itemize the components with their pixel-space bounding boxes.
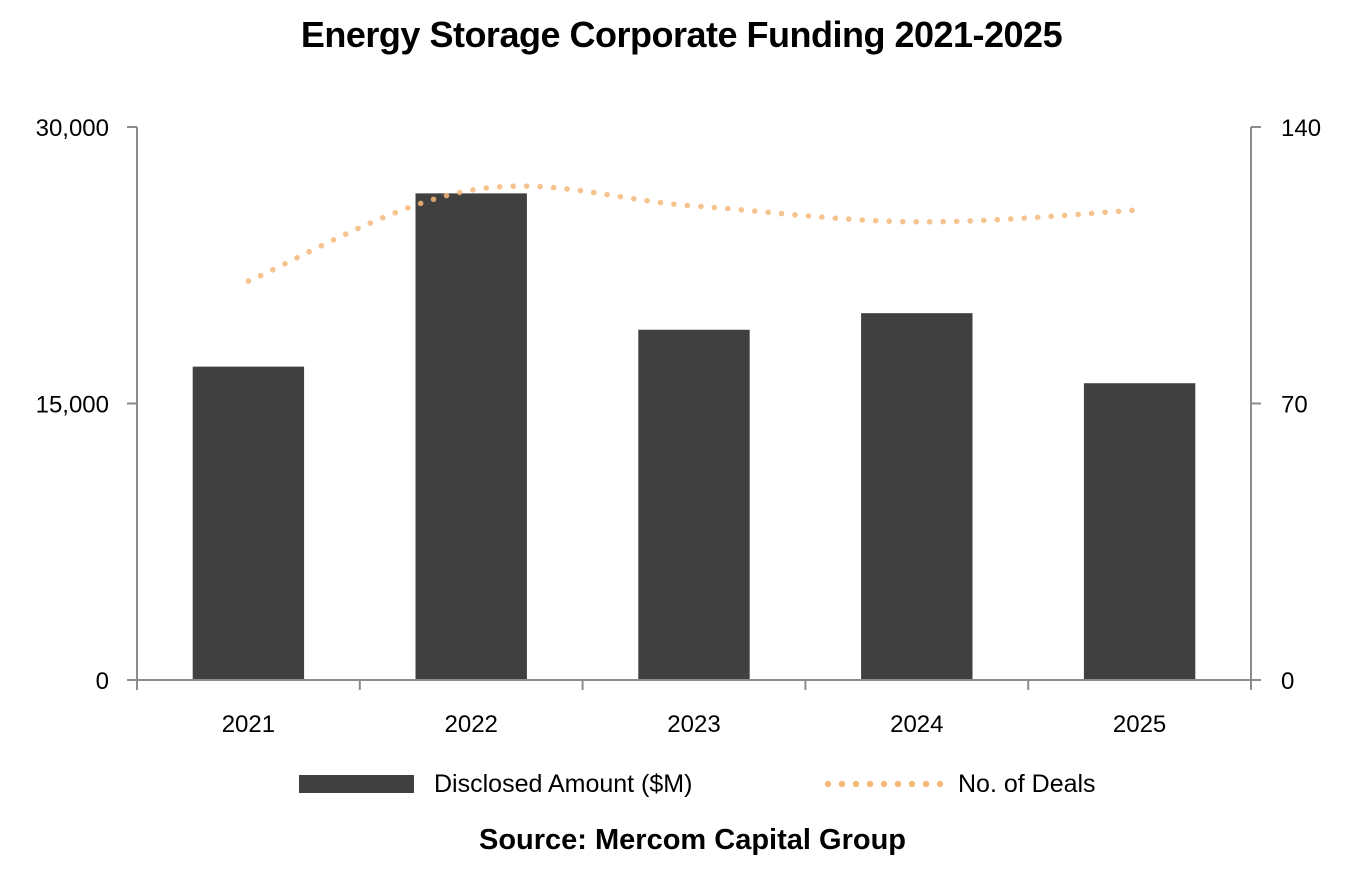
legend-dot (894, 780, 902, 788)
legend-dot (880, 780, 888, 788)
labels-layer: 0 15,000 30,000 0 70 140 2021 2022 2023 2024 2025 (36, 115, 1321, 738)
legend-label-amount: Disclosed Amount ($M) (434, 769, 693, 798)
y-left-tick-label: 30,000 (36, 115, 109, 142)
y-left-tick-label: 0 (96, 668, 109, 695)
y-right-tick-label: 70 (1281, 392, 1308, 419)
deals-line-layer (245, 183, 1143, 284)
source-note: Source: Mercom Capital Group (478, 824, 906, 856)
bars-layer (192, 193, 1196, 681)
bar-2024 (861, 313, 973, 680)
x-tick-label: 2023 (667, 711, 720, 738)
bar-2022 (415, 193, 527, 681)
x-tick-label: 2025 (1113, 711, 1166, 738)
legend-dot (908, 780, 916, 788)
deals-line (245, 183, 1143, 284)
x-tick-label: 2024 (890, 711, 943, 738)
legend-dot (824, 780, 832, 788)
axes-layer (127, 126, 1261, 690)
legend-dot (852, 780, 860, 788)
legend-item-deals: No. of Deals (824, 766, 1096, 802)
y-right-tick-label: 140 (1281, 115, 1321, 142)
legend: Disclosed Amount ($M) No. of Deals (0, 766, 1347, 802)
legend-dot (866, 780, 874, 788)
legend-dot (936, 780, 944, 788)
bar-2025 (1083, 383, 1196, 680)
x-tick-label: 2022 (445, 711, 498, 738)
legend-label-deals: No. of Deals (958, 769, 1096, 798)
legend-item-amount: Disclosed Amount ($M) (299, 766, 692, 802)
bar-2021 (192, 366, 305, 680)
y-right-tick-label: 0 (1281, 668, 1294, 695)
x-tick-label: 2021 (222, 711, 275, 738)
legend-swatch-dotted-line (824, 780, 944, 788)
bar-2023 (638, 329, 750, 680)
legend-dot (922, 780, 930, 788)
chart-title: Energy Storage Corporate Funding 2021-20… (300, 14, 1063, 55)
legend-swatch-bar (299, 775, 414, 793)
legend-dot (838, 780, 846, 788)
y-left-tick-label: 15,000 (36, 392, 109, 419)
